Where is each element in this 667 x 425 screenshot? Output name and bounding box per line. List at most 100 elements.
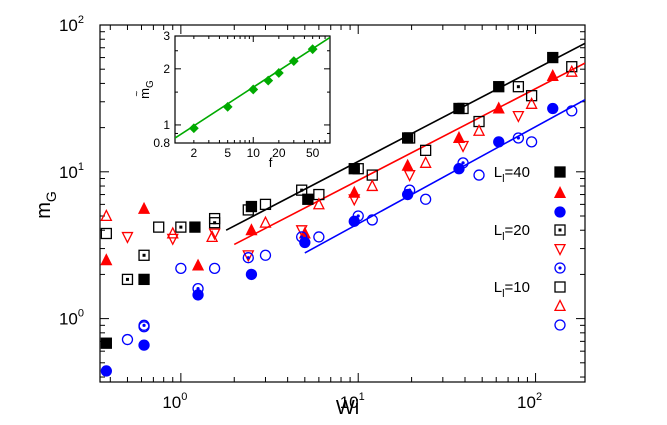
data-point xyxy=(259,215,272,228)
data-point-dot xyxy=(516,85,520,89)
data-point xyxy=(191,258,205,271)
data-point xyxy=(245,200,258,213)
data-point xyxy=(566,105,578,117)
data-point xyxy=(348,185,361,198)
data-point xyxy=(296,184,308,196)
legend-label: Ll=10 xyxy=(494,279,530,300)
data-point-dot xyxy=(142,323,146,327)
data-point xyxy=(137,201,151,214)
data-point-dot xyxy=(461,106,465,110)
data-point xyxy=(242,250,255,263)
data-point xyxy=(403,184,416,196)
data-point xyxy=(175,262,187,274)
data-point xyxy=(546,68,559,81)
series-5 xyxy=(100,64,578,242)
data-point xyxy=(295,225,308,238)
data-point xyxy=(121,333,134,346)
data-point xyxy=(565,64,578,77)
inset-data-point xyxy=(188,123,199,134)
data-point xyxy=(138,339,150,351)
data-point xyxy=(366,214,378,226)
data-point xyxy=(312,197,325,210)
y-tick-label: 101 xyxy=(59,161,84,182)
data-point xyxy=(512,81,525,93)
data-point xyxy=(242,204,254,216)
y-tick-label: 102 xyxy=(59,14,84,35)
legend: Ll=40 Ll=20 Ll=10 xyxy=(494,164,567,331)
data-point xyxy=(100,209,113,222)
legend-marker xyxy=(554,206,566,218)
data-point-dot xyxy=(125,277,129,281)
inset-x-tick-label: 20 xyxy=(272,146,286,160)
data-point xyxy=(192,282,204,295)
data-point xyxy=(525,96,538,109)
data-point xyxy=(352,163,364,175)
data-point xyxy=(452,131,466,144)
inset-y-tick-label: 1 xyxy=(163,118,170,132)
data-point xyxy=(352,210,364,222)
data-point xyxy=(348,194,361,207)
legend-marker xyxy=(553,186,567,199)
data-point xyxy=(208,217,221,229)
data-point xyxy=(547,102,559,115)
data-point xyxy=(302,193,314,205)
data-point-dot xyxy=(356,214,360,218)
data-point xyxy=(166,233,179,246)
data-point xyxy=(121,231,134,244)
data-point xyxy=(512,110,525,123)
data-point xyxy=(492,101,505,114)
data-point-dot xyxy=(246,256,250,260)
inset-data-point xyxy=(263,75,274,86)
data-point xyxy=(259,249,272,261)
inset-x-tick-label: 10 xyxy=(247,146,261,160)
main-data-layer xyxy=(100,42,585,377)
data-point xyxy=(100,227,112,240)
data-point-dot xyxy=(196,287,200,291)
data-point xyxy=(473,169,485,181)
legend-label: Ll=40 xyxy=(494,164,530,185)
data-point-dot xyxy=(408,188,412,192)
legend-marker xyxy=(554,166,566,178)
data-point xyxy=(366,179,379,192)
data-point xyxy=(100,365,112,377)
data-point xyxy=(457,157,469,169)
data-point xyxy=(403,132,416,144)
data-point xyxy=(403,170,416,183)
data-point-dot xyxy=(461,161,465,165)
inset-x-axis-label: f xyxy=(269,155,273,170)
data-point xyxy=(138,273,150,286)
legend-marker xyxy=(553,243,567,256)
data-point-dot xyxy=(213,221,217,225)
data-point xyxy=(245,223,258,236)
inset-data-point xyxy=(273,68,284,78)
data-point xyxy=(208,262,221,274)
data-point xyxy=(525,136,538,148)
data-point xyxy=(153,221,165,233)
series-1 xyxy=(100,68,559,271)
inset-y-tick-label: 0.8 xyxy=(153,136,170,150)
x-axis-label: Wi xyxy=(336,397,359,419)
data-point xyxy=(175,221,187,233)
data-point xyxy=(472,123,486,136)
series-4 xyxy=(121,81,525,286)
data-point xyxy=(206,230,219,242)
data-point xyxy=(299,236,311,249)
legend-marker-dot xyxy=(558,266,562,270)
data-point xyxy=(121,273,134,286)
x-tick-label: 100 xyxy=(162,391,187,412)
inset-x-tick-label: 2 xyxy=(191,146,198,160)
legend-marker xyxy=(554,319,566,331)
legend-marker xyxy=(554,281,566,293)
data-point xyxy=(208,228,221,241)
data-point-dot xyxy=(408,136,412,140)
data-point xyxy=(419,144,432,157)
data-point-dot xyxy=(179,225,183,229)
data-point xyxy=(493,81,505,93)
plot-frame xyxy=(99,24,586,383)
data-point xyxy=(566,61,578,73)
inset-plot: 2 5 10 20 50 0.8 1 2 3 f ~mG xyxy=(132,29,331,170)
legend-marker xyxy=(553,299,567,312)
x-tick-label: 101 xyxy=(340,391,365,412)
data-point-dot xyxy=(516,136,520,140)
